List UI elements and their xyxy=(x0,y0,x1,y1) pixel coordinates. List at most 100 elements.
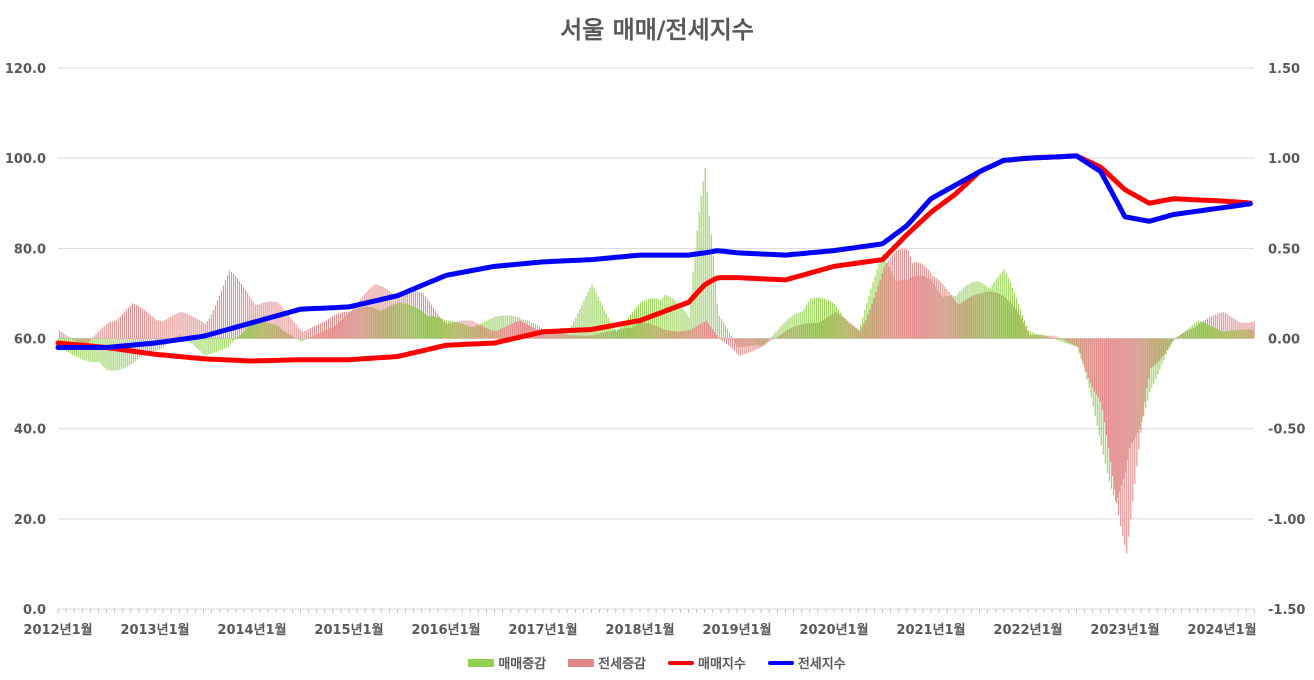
bar-mark xyxy=(1234,330,1236,339)
bar-mark xyxy=(1147,338,1149,401)
bar-mark xyxy=(528,321,530,339)
bar-mark xyxy=(421,311,423,339)
bar-mark xyxy=(101,327,103,339)
bar-mark xyxy=(182,312,184,339)
bar-mark xyxy=(689,330,691,339)
bar-mark xyxy=(373,307,375,339)
bar-mark xyxy=(555,330,557,339)
bar-mark xyxy=(411,305,413,339)
bar-mark xyxy=(952,297,954,339)
left-tick-label: 80.0 xyxy=(14,242,46,257)
bar-mark xyxy=(1105,338,1108,436)
bar-mark xyxy=(956,302,958,339)
bar-mark xyxy=(1108,338,1110,482)
bar-mark xyxy=(95,334,97,339)
bar-mark xyxy=(589,288,591,339)
bar-mark xyxy=(340,320,343,339)
bar-mark xyxy=(579,309,581,339)
bar-mark xyxy=(1159,338,1161,370)
bar-mark xyxy=(800,324,802,339)
bar-mark xyxy=(724,338,726,343)
bar-mark xyxy=(978,293,980,339)
bar-mark xyxy=(480,323,482,339)
bar-mark xyxy=(268,323,270,339)
bar-mark xyxy=(795,313,797,339)
bar-mark xyxy=(1091,338,1093,388)
bar-mark xyxy=(1089,338,1091,384)
bar-mark xyxy=(420,292,423,339)
bar-mark xyxy=(1062,338,1064,343)
bar-mark xyxy=(200,321,202,339)
bar-mark xyxy=(850,324,852,339)
bar-mark xyxy=(1144,338,1146,402)
bar-mark xyxy=(121,314,123,339)
bar-mark xyxy=(936,278,938,339)
bar-mark xyxy=(703,321,705,339)
bar-mark xyxy=(1036,333,1038,339)
bar-mark xyxy=(469,320,471,339)
bar-mark xyxy=(85,338,87,346)
bar-mark xyxy=(226,275,229,339)
bar-mark xyxy=(710,234,712,339)
bar-mark xyxy=(160,320,162,339)
bar-mark xyxy=(1017,303,1019,339)
bar-mark xyxy=(576,335,578,339)
bar-mark xyxy=(897,249,899,339)
bar-mark xyxy=(352,308,354,339)
bar-mark xyxy=(1201,322,1203,339)
bar-mark xyxy=(664,294,666,339)
bar-mark xyxy=(1187,328,1189,339)
bar-mark xyxy=(806,323,809,339)
bar-mark xyxy=(762,338,764,347)
bar-mark xyxy=(588,335,590,339)
bar-mark xyxy=(959,291,961,339)
bar-mark xyxy=(813,297,815,339)
bar-mark xyxy=(266,322,268,339)
bar-mark xyxy=(1205,319,1207,339)
bar-mark xyxy=(146,311,148,339)
bar-mark xyxy=(1087,338,1089,379)
bar-mark xyxy=(878,263,880,339)
bar-mark xyxy=(164,320,166,339)
bar-mark xyxy=(598,333,600,339)
bar-mark xyxy=(190,315,192,339)
bar-mark xyxy=(125,309,127,339)
bar-mark xyxy=(327,318,330,339)
bar-mark xyxy=(363,307,365,339)
bar-mark xyxy=(1084,338,1086,372)
bar-mark xyxy=(760,338,762,348)
bar-mark xyxy=(696,230,698,339)
bar-mark xyxy=(852,325,854,339)
left-tick-label: 60.0 xyxy=(14,333,46,348)
bar-mark xyxy=(911,262,914,339)
bar-mark xyxy=(384,288,386,339)
bar-mark xyxy=(612,330,615,339)
bar-mark xyxy=(836,306,838,339)
bar-mark xyxy=(204,323,206,339)
bar-mark xyxy=(926,267,928,339)
bar-mark xyxy=(914,275,916,339)
bar-mark xyxy=(623,328,625,339)
bar-mark xyxy=(308,337,310,339)
bar-mark xyxy=(365,306,367,339)
bar-mark xyxy=(1225,313,1227,339)
bar-mark xyxy=(470,326,472,339)
bar-mark xyxy=(1202,320,1205,339)
bar-mark xyxy=(637,324,639,339)
bar-mark xyxy=(1047,335,1049,339)
bar-mark xyxy=(614,330,617,339)
bar-mark xyxy=(668,296,670,339)
bar-mark xyxy=(766,338,768,344)
bar-mark xyxy=(884,258,886,339)
bar-mark xyxy=(1251,321,1253,339)
bar-mark xyxy=(1219,330,1222,339)
bar-mark xyxy=(348,311,350,339)
bar-mark xyxy=(225,338,227,348)
bar-mark xyxy=(323,321,326,339)
bar-mark xyxy=(1211,316,1213,339)
bar-mark xyxy=(1000,294,1003,339)
bar-mark xyxy=(283,309,285,339)
bar-mark xyxy=(699,323,701,339)
bar-mark xyxy=(464,324,466,339)
bar-mark xyxy=(728,332,731,339)
